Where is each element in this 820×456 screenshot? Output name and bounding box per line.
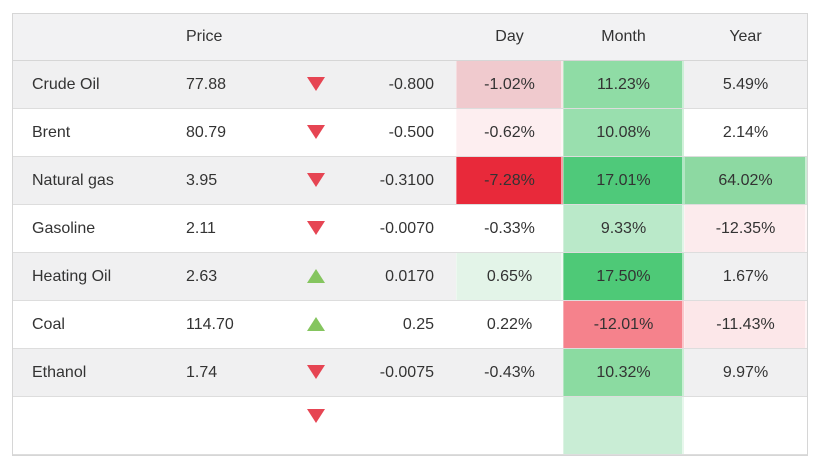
column-header-year: Year (684, 14, 807, 61)
table-row: Coal 114.70 0.25 0.22% -12.01% -11.43% (13, 301, 807, 349)
direction-triangle-icon (307, 173, 325, 188)
cell-price: 2.63 (186, 253, 296, 301)
cell-year-pct: 5.49% (684, 61, 807, 109)
cell-month-pct: 10.32% (563, 349, 684, 397)
cell-direction (296, 205, 336, 253)
direction-triangle-icon (307, 221, 325, 236)
cell-direction (296, 253, 336, 301)
commodity-link[interactable]: Ethanol (32, 363, 87, 381)
cell-day-pct: 0.65% (456, 253, 563, 301)
cell-direction (296, 157, 336, 205)
cell-year-pct: -11.43% (684, 301, 807, 349)
cell-commodity-name: Crude Oil (13, 61, 186, 109)
cell-price: 1.74 (186, 349, 296, 397)
direction-triangle-icon (307, 269, 325, 284)
cell-change (336, 397, 456, 455)
commodity-link[interactable]: Brent (32, 123, 71, 141)
cell-day-pct: -1.02% (456, 61, 563, 109)
table-row: Brent 80.79 -0.500 -0.62% 10.08% 2.14% (13, 109, 807, 157)
cell-month-pct: 9.33% (563, 205, 684, 253)
column-header-name (13, 14, 186, 61)
table-row: Natural gas 3.95 -0.3100 -7.28% 17.01% 6… (13, 157, 807, 205)
direction-triangle-icon (307, 125, 325, 140)
table-row: Ethanol 1.74 -0.0075 -0.43% 10.32% 9.97% (13, 349, 807, 397)
column-header-month: Month (563, 14, 684, 61)
cell-day-pct: 0.22% (456, 301, 563, 349)
cell-commodity-name: Natural gas (13, 157, 186, 205)
commodity-link[interactable]: Crude Oil (32, 75, 100, 93)
cell-direction (296, 109, 336, 157)
cell-commodity-name: Ethanol (13, 349, 186, 397)
cell-year-pct (684, 397, 807, 455)
column-header-arrow (296, 14, 336, 61)
direction-triangle-icon (307, 317, 325, 332)
cell-direction (296, 397, 336, 455)
cell-day-pct: -7.28% (456, 157, 563, 205)
cell-commodity-name: Gasoline (13, 205, 186, 253)
table-row: Crude Oil 77.88 -0.800 -1.02% 11.23% 5.4… (13, 61, 807, 109)
cell-month-pct: 11.23% (563, 61, 684, 109)
cell-change: -0.500 (336, 109, 456, 157)
cell-change: -0.3100 (336, 157, 456, 205)
cell-day-pct: -0.43% (456, 349, 563, 397)
cell-price: 3.95 (186, 157, 296, 205)
column-header-price: Price (186, 14, 296, 61)
column-header-day: Day (456, 14, 563, 61)
cell-year-pct: 9.97% (684, 349, 807, 397)
commodity-link[interactable]: Natural gas (32, 171, 114, 189)
cell-month-pct: -12.01% (563, 301, 684, 349)
cell-day-pct: -0.62% (456, 109, 563, 157)
cell-change: 0.25 (336, 301, 456, 349)
cell-direction (296, 349, 336, 397)
cell-price: 2.11 (186, 205, 296, 253)
cell-month-pct: 10.08% (563, 109, 684, 157)
table-row-partial (13, 397, 807, 455)
cell-year-pct: 64.02% (684, 157, 807, 205)
cell-month-pct: 17.50% (563, 253, 684, 301)
cell-price: 80.79 (186, 109, 296, 157)
cell-change: 0.0170 (336, 253, 456, 301)
commodity-link[interactable]: Coal (32, 315, 65, 333)
cell-change: -0.0075 (336, 349, 456, 397)
commodities-table: Price Day Month Year Crude Oil 77.88 -0.… (12, 13, 808, 456)
cell-price: 77.88 (186, 61, 296, 109)
direction-triangle-icon (307, 365, 325, 380)
cell-price: 114.70 (186, 301, 296, 349)
table-header-row: Price Day Month Year (13, 14, 807, 61)
cell-direction (296, 301, 336, 349)
direction-triangle-icon (307, 77, 325, 92)
cell-price (186, 397, 296, 455)
commodities-table-container: Price Day Month Year Crude Oil 77.88 -0.… (12, 13, 808, 456)
cell-commodity-name: Coal (13, 301, 186, 349)
column-header-change (336, 14, 456, 61)
cell-month-pct (563, 397, 684, 455)
commodity-link[interactable]: Heating Oil (32, 267, 112, 285)
cell-commodity-name: Heating Oil (13, 253, 186, 301)
cell-change: -0.0070 (336, 205, 456, 253)
commodity-link[interactable]: Gasoline (32, 219, 96, 237)
cell-commodity-name (13, 397, 186, 455)
cell-year-pct: 1.67% (684, 253, 807, 301)
cell-year-pct: 2.14% (684, 109, 807, 157)
cell-day-pct (456, 397, 563, 455)
cell-year-pct: -12.35% (684, 205, 807, 253)
direction-triangle-icon (307, 408, 325, 423)
cell-month-pct: 17.01% (563, 157, 684, 205)
cell-change: -0.800 (336, 61, 456, 109)
cell-day-pct: -0.33% (456, 205, 563, 253)
table-row: Heating Oil 2.63 0.0170 0.65% 17.50% 1.6… (13, 253, 807, 301)
cell-direction (296, 61, 336, 109)
table-row: Gasoline 2.11 -0.0070 -0.33% 9.33% -12.3… (13, 205, 807, 253)
cell-commodity-name: Brent (13, 109, 186, 157)
